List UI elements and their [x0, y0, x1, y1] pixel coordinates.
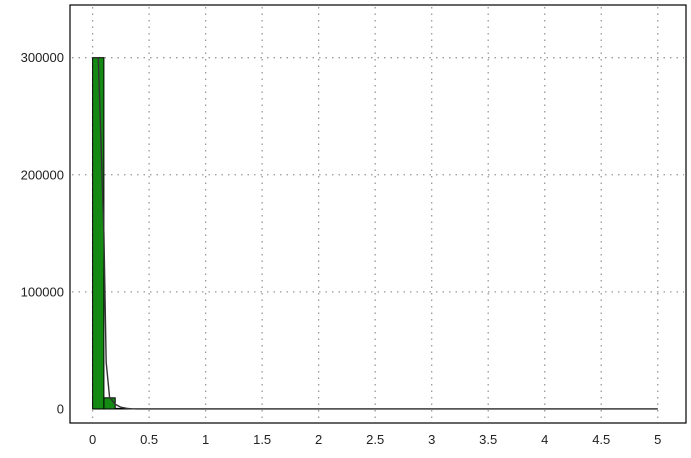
density-curve: [92, 56, 658, 410]
plot-frame: [69, 4, 687, 424]
x-tick-label: 2.5: [366, 432, 384, 447]
y-tick-label: 300000: [21, 50, 64, 65]
x-tick-labels: 0 0.5 1 1.5 2 2.5 3 3.5 4 4.5 5: [89, 432, 661, 447]
x-tick-label: 2: [315, 432, 322, 447]
x-tick-label: 1: [202, 432, 209, 447]
histogram-bar: [103, 397, 116, 410]
y-tick-label: 0: [57, 401, 64, 416]
y-tick-label: 100000: [21, 284, 64, 299]
y-tick-labels: 0 100000 200000 300000: [21, 50, 64, 416]
x-tick-label: 3: [428, 432, 435, 447]
y-tick-label: 200000: [21, 167, 64, 182]
histogram-bar: [92, 57, 105, 410]
grid: [72, 7, 684, 421]
x-tick-label: 3.5: [479, 432, 497, 447]
bars: [92, 57, 128, 410]
x-tick-label: 4: [541, 432, 548, 447]
x-tick-label: 4.5: [592, 432, 610, 447]
x-tick-label: 0.5: [140, 432, 158, 447]
density-curve-line: [92, 56, 658, 410]
x-tick-label: 1.5: [253, 432, 271, 447]
x-tick-label: 0: [89, 432, 96, 447]
x-tick-label: 5: [654, 432, 661, 447]
